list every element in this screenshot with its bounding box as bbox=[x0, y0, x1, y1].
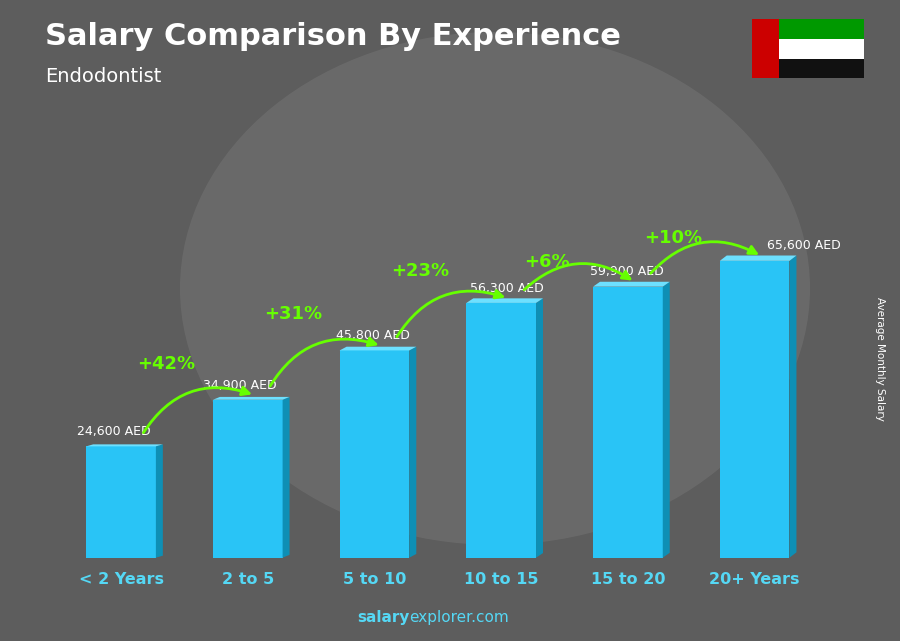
Bar bbox=[752, 19, 778, 78]
Polygon shape bbox=[593, 282, 670, 287]
Polygon shape bbox=[410, 347, 417, 558]
Text: 56,300 AED: 56,300 AED bbox=[470, 282, 544, 295]
Text: +42%: +42% bbox=[138, 354, 195, 372]
Polygon shape bbox=[213, 397, 290, 400]
Polygon shape bbox=[466, 298, 543, 303]
Polygon shape bbox=[156, 444, 163, 558]
Text: +31%: +31% bbox=[265, 305, 322, 323]
Text: +6%: +6% bbox=[524, 253, 570, 271]
Polygon shape bbox=[789, 256, 796, 558]
Text: 59,900 AED: 59,900 AED bbox=[590, 265, 663, 278]
FancyBboxPatch shape bbox=[720, 261, 789, 558]
Ellipse shape bbox=[180, 32, 810, 545]
FancyBboxPatch shape bbox=[213, 400, 283, 558]
Text: Salary Comparison By Experience: Salary Comparison By Experience bbox=[45, 22, 621, 51]
Polygon shape bbox=[86, 444, 163, 446]
FancyBboxPatch shape bbox=[466, 303, 536, 558]
Text: 45,800 AED: 45,800 AED bbox=[337, 329, 410, 342]
Polygon shape bbox=[720, 256, 796, 261]
Text: +10%: +10% bbox=[644, 229, 703, 247]
Polygon shape bbox=[339, 347, 417, 351]
Text: 34,900 AED: 34,900 AED bbox=[203, 379, 277, 392]
Text: 24,600 AED: 24,600 AED bbox=[76, 425, 150, 438]
Polygon shape bbox=[283, 397, 290, 558]
Bar bbox=[752, 39, 864, 58]
FancyBboxPatch shape bbox=[339, 351, 410, 558]
Polygon shape bbox=[536, 298, 543, 558]
Text: 65,600 AED: 65,600 AED bbox=[768, 239, 842, 252]
FancyBboxPatch shape bbox=[593, 287, 662, 558]
FancyBboxPatch shape bbox=[86, 446, 156, 558]
Text: salary: salary bbox=[357, 610, 410, 625]
Text: Average Monthly Salary: Average Monthly Salary bbox=[875, 297, 886, 421]
Bar bbox=[752, 19, 864, 39]
Text: Endodontist: Endodontist bbox=[45, 67, 161, 87]
Bar bbox=[752, 58, 864, 78]
Text: explorer.com: explorer.com bbox=[410, 610, 509, 625]
Polygon shape bbox=[662, 282, 670, 558]
Text: +23%: +23% bbox=[391, 262, 449, 280]
